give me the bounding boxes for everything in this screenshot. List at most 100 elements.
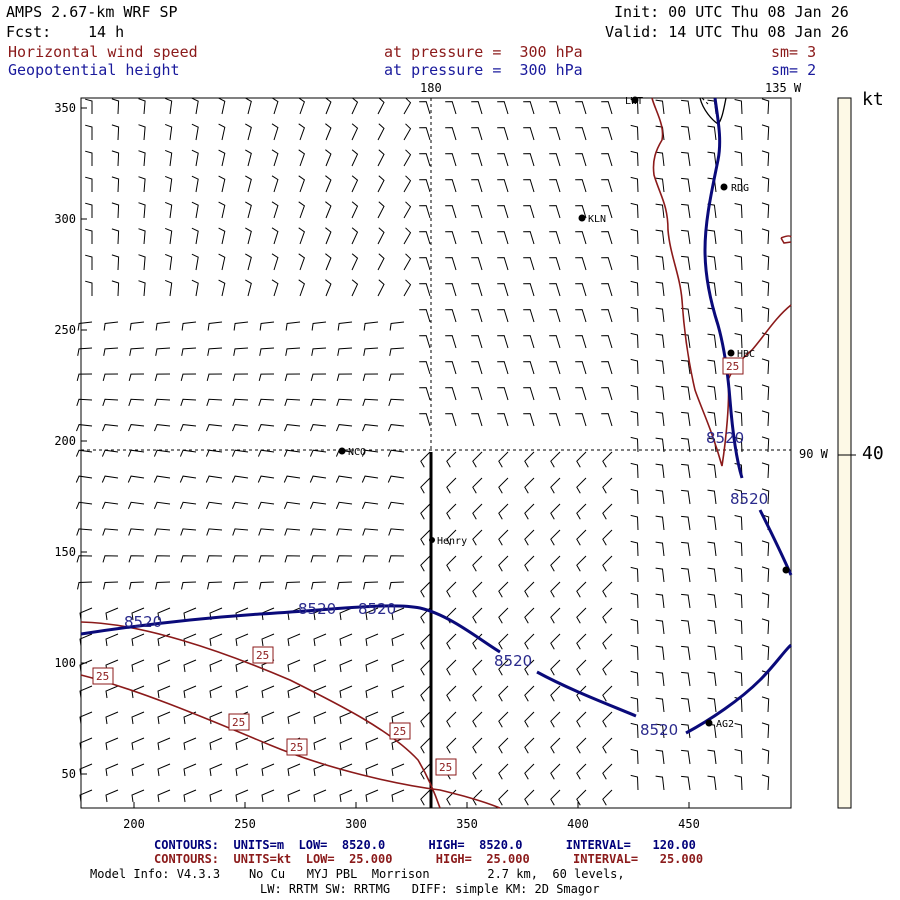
wind-barb [523, 127, 535, 141]
speed-label-box: 25 [228, 713, 250, 731]
wind-barb [138, 98, 146, 115]
wind-barb [601, 309, 613, 323]
wind-barb [206, 424, 223, 432]
wind-barb [761, 358, 770, 375]
wind-barb [165, 279, 173, 297]
wind-barb [734, 697, 743, 713]
wind-barb [575, 283, 587, 297]
station-dot-edge [782, 566, 790, 574]
wind-barb [111, 280, 120, 297]
wind-barb [498, 633, 509, 650]
wind-barb [389, 347, 405, 356]
wind-barb [655, 281, 665, 297]
wind-barb [576, 737, 587, 754]
wind-barb [655, 567, 665, 583]
wind-barb [498, 529, 509, 546]
wind-barb [575, 387, 587, 401]
wind-barb [287, 659, 301, 673]
wind-barb [630, 358, 639, 375]
wind-barb [271, 175, 279, 193]
field-geopotential-level: at pressure = 300 hPa [384, 61, 583, 79]
wind-barb [681, 567, 691, 583]
wind-barb [734, 255, 743, 271]
wind-barb [761, 644, 770, 661]
wind-barb [523, 257, 535, 271]
wind-barb [734, 645, 743, 661]
wind-barb [550, 789, 561, 806]
wind-barb [233, 581, 249, 590]
wind-barb [446, 737, 457, 754]
wind-barb [734, 385, 743, 401]
wind-barb [153, 501, 171, 509]
wind-barb [446, 711, 457, 728]
wind-barb [365, 633, 379, 647]
wind-barb [127, 475, 145, 483]
wind-barb [105, 737, 119, 751]
wind-barb [128, 528, 145, 536]
wind-barb [471, 153, 483, 167]
wind-barb [283, 475, 301, 483]
wind-barb [85, 124, 93, 140]
wind-barb [761, 176, 770, 193]
wind-barb [576, 529, 587, 546]
wind-barb [387, 475, 405, 483]
wind-barb [550, 659, 561, 676]
wind-barb [681, 333, 691, 349]
wind-barb [550, 737, 561, 754]
wind-barb [180, 528, 197, 536]
footer-height-contours: CONTOURS: UNITS=m LOW= 8520.0 HIGH= 8520… [154, 838, 696, 852]
wind-barb [497, 153, 509, 167]
wind-barb [576, 659, 587, 676]
wind-barb [655, 541, 665, 557]
wind-barb [285, 347, 301, 356]
wind-barb [707, 619, 717, 635]
x-tick-label: 400 [567, 817, 589, 831]
wind-barb [549, 309, 561, 323]
wind-barb [655, 437, 665, 453]
wind-barb [419, 387, 431, 401]
wind-barb [103, 347, 119, 356]
wind-barb [387, 449, 405, 457]
wind-barb [337, 321, 353, 331]
wind-barb [387, 501, 405, 509]
wind-barb [630, 150, 639, 167]
wind-barb [419, 127, 431, 141]
wind-barb [76, 555, 93, 563]
wind-barb [446, 503, 457, 520]
wind-barb [287, 633, 301, 647]
wind-barb [165, 149, 173, 167]
wind-barb [761, 670, 770, 687]
wind-barb [576, 581, 587, 598]
svg-text:25: 25 [96, 670, 109, 683]
wind-barb [75, 449, 93, 457]
wind-barb [630, 566, 639, 583]
wind-barb [287, 711, 301, 725]
wind-barb [138, 228, 146, 245]
wind-barb [191, 279, 199, 297]
wind-barb [79, 659, 93, 673]
wind-barb [446, 633, 457, 650]
wind-barb [351, 279, 359, 297]
wind-barb [681, 359, 691, 375]
field-geopotential-smoothing: sm= 2 [771, 61, 817, 79]
wind-barb [111, 124, 120, 141]
speed-label-box: 25 [722, 357, 744, 375]
wind-barb [287, 685, 301, 699]
svg-text:25: 25 [290, 741, 303, 754]
wind-barb [271, 253, 279, 271]
wind-barb [235, 737, 249, 751]
wind-barb [351, 201, 359, 219]
wind-barb [209, 789, 223, 803]
wind-barb [523, 283, 535, 297]
wind-barb [165, 97, 173, 115]
wind-barb [549, 127, 561, 141]
wind-barb [129, 321, 145, 331]
wind-barb [261, 737, 275, 751]
wind-barb [205, 475, 223, 483]
wind-barb [391, 633, 405, 647]
wind-barb [257, 501, 275, 509]
wind-barb [445, 413, 457, 427]
wind-barb [363, 321, 379, 331]
wind-barb [79, 789, 93, 803]
